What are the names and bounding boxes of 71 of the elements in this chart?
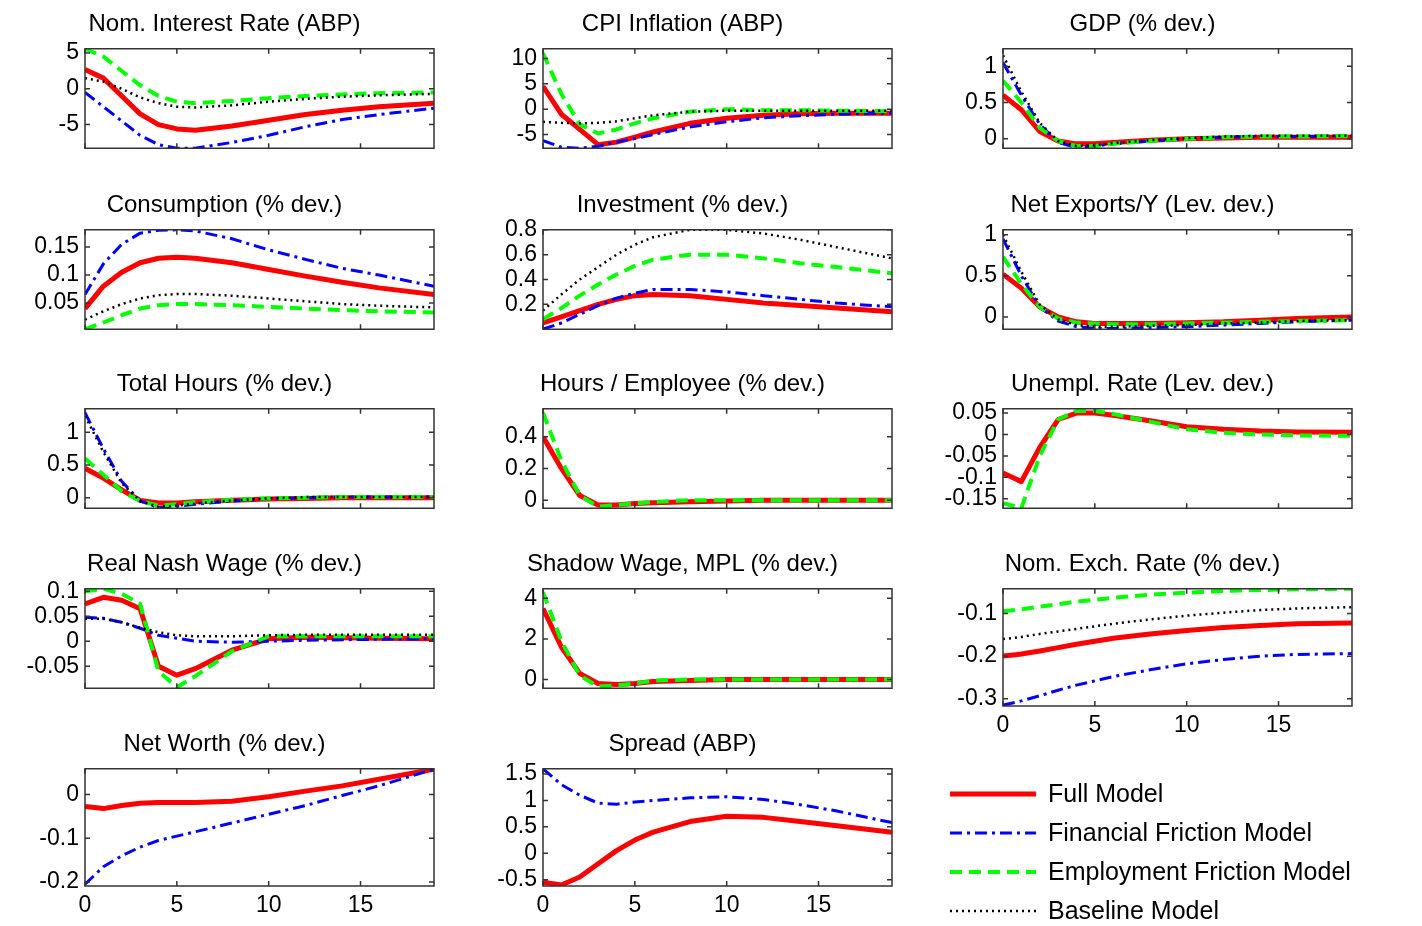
legend-label: Full Model <box>1048 779 1164 808</box>
y-tick-label: -0.1 <box>39 823 79 850</box>
legend-label: Financial Friction Model <box>1048 818 1312 847</box>
y-tick-label: 1 <box>984 51 997 78</box>
y-tick-label: -0.5 <box>497 865 537 892</box>
chart-title: Hours / Employee (% dev.) <box>540 369 825 397</box>
chart-title: Total Hours (% dev.) <box>116 369 333 397</box>
y-tick-label: 0.2 <box>505 453 537 480</box>
y-tick-label: 0.6 <box>505 239 537 266</box>
y-tick-label: 0.1 <box>47 260 79 287</box>
y-tick-label: 0.05 <box>34 601 79 628</box>
y-tick-label: 0 <box>984 124 997 151</box>
chart-title: CPI Inflation (ABP) <box>581 9 784 37</box>
chart-title: Investment (% dev.) <box>576 190 789 218</box>
y-tick-label: -0.3 <box>957 684 997 711</box>
y-tick-label: -0.2 <box>39 867 79 894</box>
y-tick-label: 1.5 <box>505 759 537 786</box>
y-tick-label: -5 <box>58 109 79 136</box>
y-tick-label: 0 <box>66 74 79 101</box>
y-tick-label: 0.15 <box>34 232 79 259</box>
chart-title: Net Exports/Y (Lev. dev.) <box>1010 190 1275 218</box>
y-tick-label: 0.8 <box>505 215 537 242</box>
chart-title: Consumption (% dev.) <box>106 190 343 218</box>
y-tick-label: 0 <box>524 838 537 865</box>
x-tick-label: 5 <box>170 891 184 918</box>
y-tick-label: 0.5 <box>965 261 997 288</box>
chart-title: Spread (ABP) <box>608 729 757 757</box>
x-tick-label: 5 <box>628 891 642 918</box>
x-tick-label: 15 <box>1265 711 1292 738</box>
y-tick-label: 5 <box>524 69 537 96</box>
legend-label: Employment Friction Model <box>1048 857 1351 886</box>
chart-title: Unempl. Rate (Lev. dev.) <box>1010 369 1275 397</box>
y-tick-label: 0 <box>524 485 537 512</box>
y-tick-label: 0.4 <box>505 264 538 291</box>
x-tick-label: 10 <box>255 891 282 918</box>
y-tick-label: 0 <box>984 302 997 329</box>
y-tick-label: -5 <box>516 119 537 146</box>
x-tick-label: 10 <box>1173 711 1200 738</box>
y-tick-label: 0.05 <box>34 288 79 315</box>
chart-title: Real Nash Wage (% dev.) <box>87 549 362 577</box>
chart-title: Nom. Exch. Rate (% dev.) <box>1004 549 1281 577</box>
y-tick-label: 0.2 <box>505 289 537 316</box>
y-tick-label: 0 <box>524 664 537 691</box>
y-tick-label: 1 <box>984 220 997 247</box>
chart-title: Net Worth (% dev.) <box>123 729 326 757</box>
y-tick-label: 0.5 <box>505 812 537 839</box>
y-tick-label: 1 <box>524 785 537 812</box>
legend-label: Baseline Model <box>1048 896 1219 925</box>
x-tick-label: 15 <box>805 891 832 918</box>
chart-title: GDP (% dev.) <box>1069 9 1216 37</box>
y-tick-label: 4 <box>524 583 538 610</box>
y-tick-label: 2 <box>524 624 537 651</box>
y-tick-label: 10 <box>511 43 537 70</box>
y-tick-label: 1 <box>66 417 79 444</box>
y-tick-label: 0 <box>524 94 537 121</box>
y-tick-label: 0 <box>66 626 79 653</box>
y-tick-label: 0 <box>66 779 79 806</box>
x-tick-label: 5 <box>1088 711 1102 738</box>
y-tick-label: 0.5 <box>965 87 997 114</box>
y-tick-label: 5 <box>66 38 79 65</box>
chart-title: Shadow Wage, MPL (% dev.) <box>526 549 839 577</box>
y-tick-label: 0 <box>66 483 79 510</box>
y-tick-label: 0.1 <box>47 576 79 603</box>
chart-title: Nom. Interest Rate (ABP) <box>88 9 361 37</box>
x-tick-label: 15 <box>347 891 374 918</box>
y-tick-label: 0.5 <box>47 450 79 477</box>
y-tick-label: -0.05 <box>26 651 79 678</box>
y-tick-label: 0.4 <box>505 421 538 448</box>
y-tick-label: -0.1 <box>957 598 997 625</box>
y-tick-label: -0.2 <box>957 641 997 668</box>
x-tick-label: 10 <box>713 891 740 918</box>
